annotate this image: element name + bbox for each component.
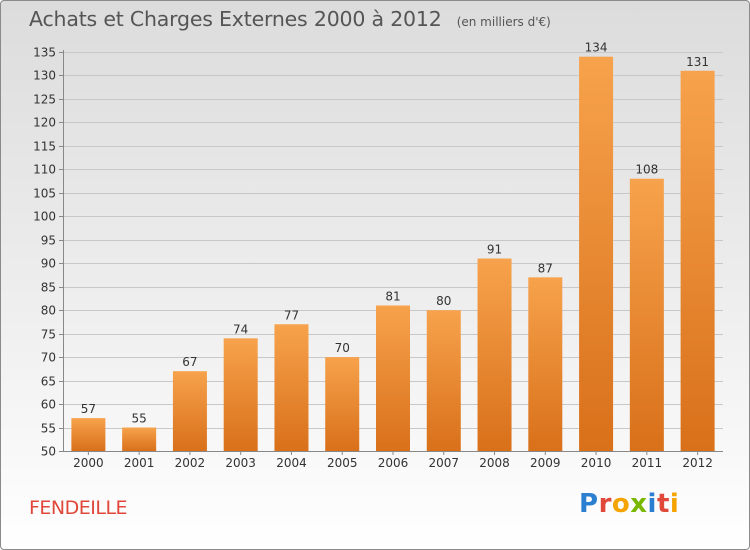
x-tick-label: 2010	[581, 456, 612, 470]
y-tick-label: 50	[41, 445, 56, 459]
x-tick-label: 2011	[632, 456, 663, 470]
logo-letter: r	[598, 489, 612, 519]
x-tick-label: 2007	[428, 456, 459, 470]
bar	[680, 70, 715, 451]
x-tick-label: 2002	[175, 456, 206, 470]
y-tick-label: 105	[33, 187, 56, 201]
data-label: 131	[686, 55, 709, 69]
y-tick-label: 70	[41, 351, 56, 365]
logo-letter: P	[579, 489, 599, 519]
logo-letter: x	[630, 489, 648, 519]
data-label: 57	[81, 402, 96, 416]
y-tick-label: 100	[33, 210, 56, 224]
bar	[122, 427, 157, 451]
data-label: 81	[385, 289, 400, 303]
data-label: 87	[538, 261, 553, 275]
data-label: 80	[436, 294, 451, 308]
y-tick-label: 135	[33, 46, 56, 60]
y-tick-label: 65	[41, 375, 56, 389]
bar	[629, 178, 664, 451]
x-tick-label: 2009	[530, 456, 561, 470]
bar	[579, 56, 614, 451]
x-tick-label: 2005	[327, 456, 358, 470]
bar	[426, 310, 461, 451]
x-tick-label: 2004	[276, 456, 307, 470]
data-label: 91	[487, 243, 502, 257]
x-tick-label: 2012	[682, 456, 713, 470]
y-tick-label: 80	[41, 304, 56, 318]
bar	[172, 371, 207, 451]
y-tick-label: 75	[41, 328, 56, 342]
y-tick-label: 85	[41, 281, 56, 295]
y-tick-label: 110	[33, 163, 56, 177]
bar	[223, 338, 258, 451]
logo-letter: i	[669, 489, 680, 519]
bar	[528, 277, 563, 451]
data-label: 55	[132, 412, 147, 426]
commune-name: FENDEILLE	[29, 497, 128, 519]
data-label: 77	[284, 308, 299, 322]
logo-letter: i	[647, 489, 657, 519]
data-label: 108	[635, 163, 658, 177]
y-tick-label: 55	[41, 422, 56, 436]
y-tick-label: 90	[41, 257, 56, 271]
y-tick-label: 60	[41, 398, 56, 412]
data-label: 134	[585, 41, 608, 55]
logo-letter: o	[611, 489, 631, 519]
x-tick-label: 2003	[225, 456, 256, 470]
y-tick-label: 130	[33, 69, 56, 83]
y-tick-label: 120	[33, 116, 56, 130]
y-tick-label: 95	[41, 234, 56, 248]
data-label: 70	[335, 341, 350, 355]
bar	[477, 258, 512, 451]
bar	[274, 324, 309, 451]
y-tick-label: 125	[33, 93, 56, 107]
x-tick-label: 2006	[378, 456, 409, 470]
data-label: 67	[182, 355, 197, 369]
x-tick-label: 2008	[479, 456, 510, 470]
chart-subtitle: (en milliers d'€)	[456, 15, 551, 29]
y-tick-label: 115	[33, 140, 56, 154]
chart-title: Achats et Charges Externes 2000 à 2012	[29, 7, 442, 31]
logo-letter: t	[656, 489, 670, 519]
x-tick-label: 2000	[73, 456, 104, 470]
bar	[376, 305, 410, 451]
data-label: 74	[233, 322, 248, 336]
bar	[71, 418, 106, 451]
bar	[325, 357, 360, 451]
title-row: Achats et Charges Externes 2000 à 2012 (…	[29, 7, 551, 31]
x-tick-label: 2001	[124, 456, 155, 470]
proxiti-logo: Proxiti	[579, 489, 679, 519]
